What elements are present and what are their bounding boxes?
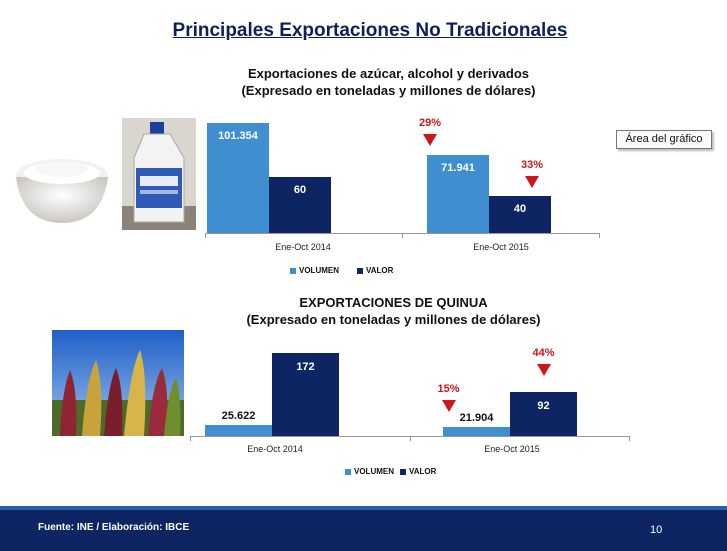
percent-change-label: 33% [520, 159, 544, 171]
legend-swatch-volumen [290, 267, 296, 274]
chart2-tick [410, 436, 411, 441]
data-label: 172 [296, 361, 315, 373]
footer-bar [0, 510, 727, 551]
chart1-tick [205, 233, 206, 238]
chart1-title-line2: (Expresado en toneladas y millones de dó… [241, 83, 536, 98]
chart1-plot[interactable]: 101.354 60 71.941 40 29% 33% Ene-Oct 2014 Ene… [195, 110, 605, 280]
bar-volumen[interactable] [205, 425, 272, 436]
decrease-arrow-icon [423, 134, 437, 146]
page-number: 10 [650, 524, 663, 536]
percent-change-label: 15% [437, 383, 460, 395]
chart1-category-label: Ene-Oct 2014 [275, 242, 331, 252]
chart2-title-line2: (Expresado en toneladas y millones de dó… [246, 312, 541, 327]
sugar-bowl-image [16, 159, 108, 223]
alcohol-bottle-image [122, 118, 196, 230]
chart2-category-label: Ene-Oct 2014 [247, 444, 303, 454]
bar-valor[interactable] [272, 353, 339, 436]
chart2-plot[interactable]: 25.622 172 21.904 92 15% 44% Ene-Oct 2014 Ene… [190, 330, 640, 485]
chart1-title: Exportaciones de azúcar, alcohol y deriv… [25, 65, 727, 99]
chart2-title-line1: EXPORTACIONES DE QUINUA [299, 295, 488, 310]
footer-accent-strip [0, 506, 727, 510]
chart2-tick [629, 436, 630, 441]
legend-swatch-volumen [345, 468, 351, 475]
slide-title: Principales Exportaciones No Tradicional… [172, 20, 568, 41]
quinoa-field-image [52, 330, 184, 436]
bar-volumen[interactable] [443, 427, 510, 436]
bar-valor[interactable] [269, 177, 331, 233]
chart2-title: EXPORTACIONES DE QUINUA (Expresado en to… [30, 294, 727, 328]
legend-label-valor: VALOR [409, 467, 437, 476]
bar-valor[interactable] [510, 392, 577, 436]
data-label: 25.622 [221, 410, 256, 422]
decrease-arrow-icon [536, 364, 551, 376]
footer-source: Fuente: INE / Elaboración: IBCE [38, 522, 190, 533]
legend-label-volumen: VOLUMEN [299, 266, 339, 275]
data-label: 92 [537, 400, 550, 412]
bar-volumen[interactable] [427, 155, 489, 233]
chart-area-tooltip: Área del gráfico [616, 130, 712, 149]
data-label: 101.354 [218, 130, 258, 142]
data-label: 40 [513, 203, 527, 215]
data-label: 21.904 [459, 412, 494, 424]
legend-label-volumen: VOLUMEN [354, 467, 394, 476]
data-label: 71.941 [441, 162, 475, 174]
chart2-category-label: Ene-Oct 2015 [484, 444, 540, 454]
chart2-legend: VOLUMEN VALOR [345, 467, 454, 476]
chart1-tick [402, 233, 403, 238]
data-label: 60 [293, 184, 307, 196]
chart1-tick [599, 233, 600, 238]
legend-swatch-valor [357, 267, 363, 274]
chart1-title-line1: Exportaciones de azúcar, alcohol y deriv… [247, 66, 530, 81]
bar-volumen[interactable] [207, 123, 269, 233]
decrease-arrow-icon [441, 400, 456, 412]
legend-swatch-valor [400, 468, 406, 475]
bar-valor[interactable] [489, 196, 551, 233]
legend-label-valor: VALOR [366, 266, 394, 275]
percent-change-label: 29% [418, 117, 442, 129]
percent-change-label: 44% [532, 347, 555, 359]
chart1-category-label: Ene-Oct 2015 [473, 242, 529, 252]
chart2-tick [190, 436, 191, 441]
chart1-legend: VOLUMEN VALOR [290, 266, 411, 275]
decrease-arrow-icon [525, 176, 539, 188]
